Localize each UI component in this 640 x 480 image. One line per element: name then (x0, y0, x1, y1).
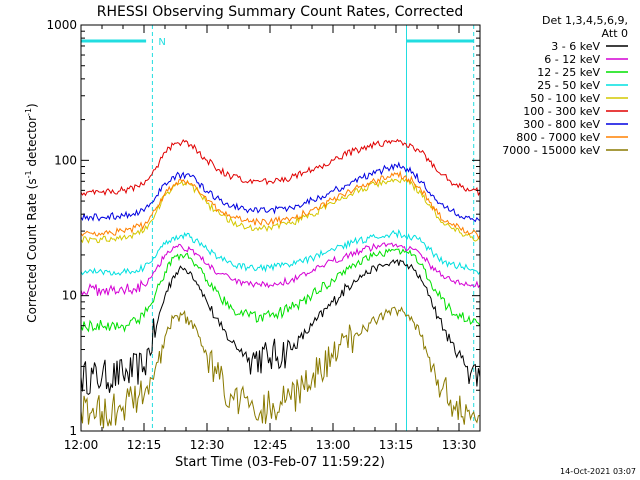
y-tick-label: 100 (54, 153, 77, 167)
legend-label: 7000 - 15000 keV (502, 144, 600, 157)
chart-title: RHESSI Observing Summary Count Rates, Co… (97, 4, 463, 20)
y-axis-label: Corrected Count Rate (s-1 detector-1) (24, 103, 39, 322)
series-line (80, 170, 481, 240)
x-tick-label: 12:00 (64, 438, 99, 452)
generation-timestamp: 14-Oct-2021 03:07 (560, 467, 636, 476)
x-tick-label: 13:30 (442, 438, 477, 452)
plot-frame (80, 24, 481, 432)
legend-label: 6 - 12 keV (544, 53, 600, 66)
y-tick-label: 1 (69, 424, 77, 438)
x-tick-label: 12:30 (190, 438, 225, 452)
legend-label: 25 - 50 keV (537, 79, 600, 92)
y-tick-label: 10 (62, 289, 77, 303)
series-line (80, 306, 481, 429)
legend-header: Det 1,3,4,5,6,9, (542, 14, 628, 27)
series-line (80, 259, 481, 396)
x-tick-label: 12:45 (253, 438, 288, 452)
series-line (80, 161, 481, 223)
legend-label: 50 - 100 keV (530, 92, 600, 105)
x-axis-label: Start Time (03-Feb-07 11:59:22) (175, 455, 385, 470)
legend-label: 100 - 300 keV (523, 105, 600, 118)
x-tick-label: 12:15 (127, 438, 162, 452)
series-line (80, 228, 481, 276)
annotation-n: N (158, 37, 165, 48)
plot-area: N 1 10 100 1000 12:00 12:15 12:30 12:45 13:00 13:1… (46, 18, 481, 452)
series-line (80, 242, 481, 297)
y-tick-label: 1000 (46, 18, 77, 32)
series-line (80, 138, 481, 197)
legend-label: 800 - 7000 keV (516, 131, 600, 144)
legend-label: 3 - 6 keV (551, 40, 600, 53)
legend-label: 300 - 800 keV (523, 118, 600, 131)
series-line (80, 248, 481, 333)
legend-header-att: Att 0 (602, 27, 628, 40)
x-tick-label: 13:15 (379, 438, 414, 452)
x-tick-label: 13:00 (316, 438, 351, 452)
legend-label: 12 - 25 keV (537, 66, 600, 79)
